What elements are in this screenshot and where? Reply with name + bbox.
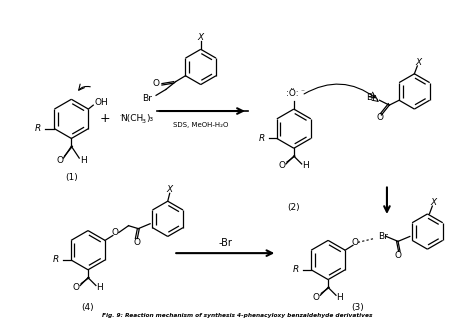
Text: O: O: [153, 79, 160, 88]
Text: O: O: [279, 162, 285, 171]
Text: Br: Br: [142, 94, 152, 103]
Text: O: O: [134, 238, 141, 247]
Text: O: O: [111, 228, 118, 237]
Text: H: H: [337, 293, 343, 302]
Text: (3): (3): [351, 303, 364, 311]
Text: X: X: [198, 33, 204, 42]
Text: :Ö:: :Ö:: [285, 89, 298, 98]
Text: O: O: [313, 293, 320, 302]
Text: ⋯: ⋯: [119, 112, 125, 118]
Text: H: H: [80, 156, 87, 164]
Text: O: O: [376, 113, 383, 122]
Text: -Br: -Br: [219, 238, 232, 248]
Text: 3: 3: [142, 119, 146, 124]
Text: Fig. 9: Reaction mechanism of synthesis 4-phenacyloxy benzaldehyde derivatives: Fig. 9: Reaction mechanism of synthesis …: [102, 313, 372, 318]
Text: X: X: [415, 57, 421, 67]
Text: O: O: [56, 156, 63, 164]
Text: R: R: [35, 124, 41, 133]
Text: H: H: [302, 162, 309, 171]
Text: (2): (2): [288, 203, 300, 212]
Text: ⁻: ⁻: [301, 87, 305, 96]
Text: SDS, MeOH-H₂O: SDS, MeOH-H₂O: [173, 122, 228, 128]
Text: +: +: [100, 112, 110, 125]
Text: Br: Br: [378, 232, 388, 241]
Text: R: R: [53, 255, 59, 265]
Text: H: H: [96, 283, 103, 292]
Text: )₃: )₃: [146, 114, 153, 123]
Text: (4): (4): [82, 303, 94, 311]
Text: X: X: [167, 185, 173, 194]
Text: O: O: [351, 238, 358, 247]
Text: X: X: [430, 198, 437, 207]
Text: R: R: [293, 265, 300, 274]
Text: R: R: [259, 134, 265, 143]
Text: (1): (1): [65, 173, 78, 182]
Text: Br: Br: [366, 93, 375, 102]
Text: OH: OH: [94, 98, 108, 107]
Text: O: O: [73, 283, 80, 292]
Text: O: O: [394, 251, 401, 260]
Text: N(CH: N(CH: [120, 114, 144, 123]
